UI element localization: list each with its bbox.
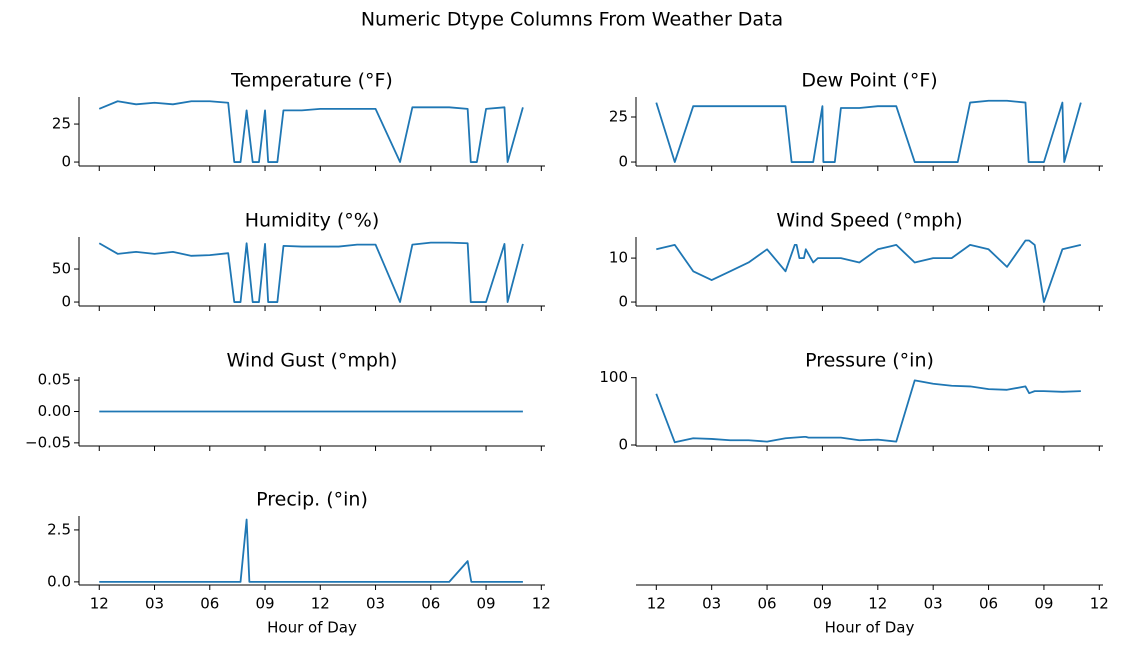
x-tick-label: 12 [311,595,330,613]
x-axis-label: Hour of Day [825,619,915,637]
x-tick-label: 09 [813,595,832,613]
x-tick-label: 03 [145,595,164,613]
data-line [98,241,524,303]
x-tick-label: 06 [979,595,998,613]
y-tick-label: 10 [609,249,628,267]
x-tick-label: 12 [532,595,551,613]
data-line [655,379,1081,444]
subplot-title: Temperature (°F) [230,70,393,92]
subplot-title: Wind Gust (°mph) [227,350,398,372]
x-axis-label: Hour of Day [267,619,357,637]
data-line [99,518,523,583]
data-line [98,100,524,163]
subplot-title: Wind Speed (°mph) [776,210,962,232]
x-tick-label: 12 [1090,595,1109,613]
x-tick-label: 12 [90,595,109,613]
y-tick-label: 0.05 [38,371,71,389]
y-tick-label: 100 [599,368,628,386]
subplot-title: Humidity (°%) [245,210,380,232]
y-tick-label: 25 [609,107,628,125]
y-tick-label: −0.05 [25,433,71,451]
y-tick-label: 0 [618,293,628,311]
y-tick-label: 0 [61,293,71,311]
y-tick-label: 0.0 [47,572,71,590]
suptitle: Numeric Dtype Columns From Weather Data [361,9,783,31]
subplot-title: Dew Point (°F) [801,70,937,92]
x-tick-label: 06 [200,595,219,613]
data-line [656,239,1082,303]
y-tick-label: 0.00 [38,402,71,420]
x-tick-label: 06 [421,595,440,613]
y-tick-label: 2.5 [47,520,71,538]
y-tick-label: 0 [618,435,628,453]
y-tick-label: 0 [618,153,628,171]
y-tick-label: 50 [52,260,71,278]
x-tick-label: 03 [924,595,943,613]
x-tick-label: 06 [758,595,777,613]
x-tick-label: 09 [1034,595,1053,613]
y-tick-label: 25 [52,115,71,133]
x-tick-label: 03 [366,595,385,613]
data-line [655,99,1082,163]
x-tick-label: 12 [868,595,887,613]
x-tick-label: 09 [255,595,274,613]
y-tick-label: 0 [61,153,71,171]
subplot-title: Precip. (°in) [256,489,368,511]
subplot-title: Pressure (°in) [805,350,934,372]
x-tick-label: 03 [702,595,721,613]
x-tick-label: 12 [647,595,666,613]
x-tick-label: 09 [477,595,496,613]
